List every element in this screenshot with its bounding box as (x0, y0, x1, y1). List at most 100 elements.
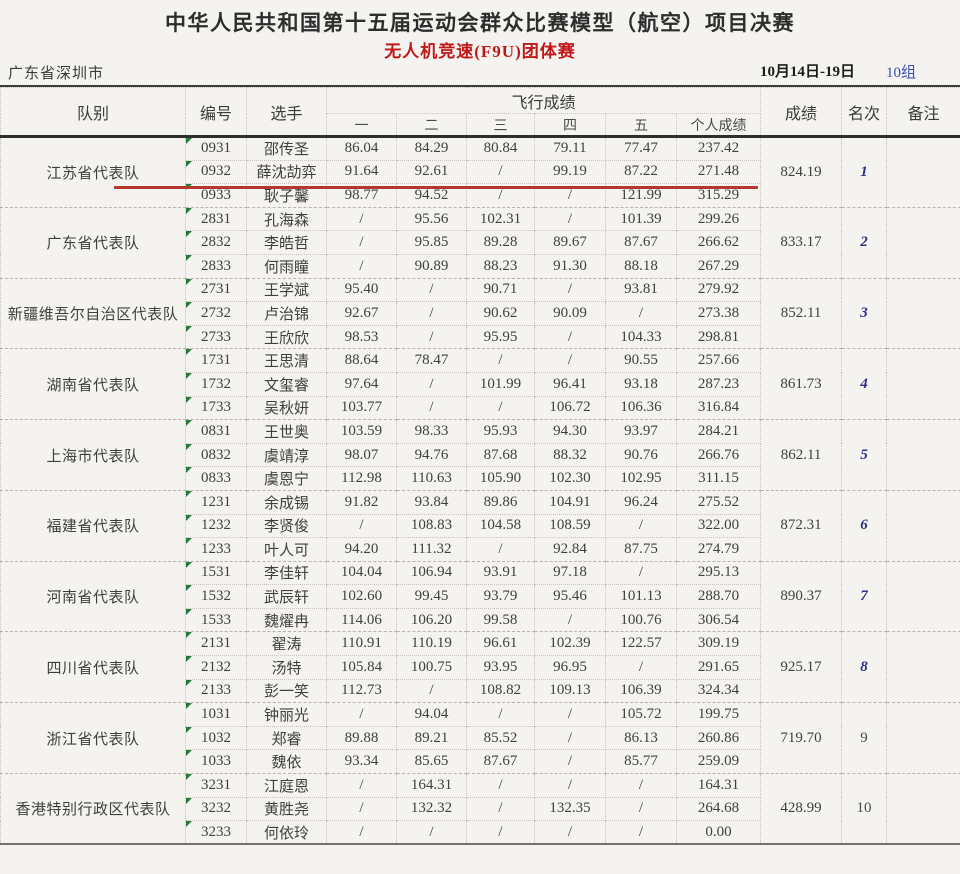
personal-total-cell: 164.31 (675, 773, 762, 798)
col-header-round-3: 三 (466, 113, 535, 137)
col-header-round-1: 一 (326, 113, 397, 137)
personal-total-cell: 259.09 (675, 749, 762, 775)
team-rank-cell: 6 (841, 489, 888, 562)
player-name-cell: 彭一笑 (246, 678, 327, 704)
round-5-cell: 101.13 (605, 584, 677, 609)
team-remark-cell (886, 206, 960, 279)
player-name-cell: 郑睿 (246, 725, 327, 751)
player-row: 上海市代表队 0831 王世奥 103.59 98.33 95.93 94.30 93.97 2… (0, 419, 960, 491)
round-2-cell: / (396, 395, 467, 421)
col-header-round-5: 五 (605, 113, 677, 137)
team-score-cell: 890.37 (760, 560, 843, 633)
player-row: 3233 何依玲 / / / //0.00 (1, 820, 960, 845)
player-name-cell: 薛沈劼弈 (246, 159, 327, 185)
team-name-cell: 江苏省代表队 (0, 136, 186, 208)
round-5-cell: 90.55 (605, 348, 677, 373)
team-score-cell: 833.17 (760, 206, 843, 279)
player-row: 1733 吴秋妍 103.77//106.72 106.36 316.84 (1, 395, 960, 421)
round-1-cell: 98.53 (326, 324, 397, 350)
round-4-cell: 96.95 (534, 655, 606, 680)
personal-total-cell: 237.42 (675, 136, 762, 161)
round-2-cell: / (396, 324, 467, 350)
round-1-cell: / (326, 230, 397, 255)
team-rank-cell: 5 (841, 419, 888, 491)
team-remark-cell (886, 419, 960, 491)
round-5-cell: / (605, 560, 677, 586)
player-row-highlighted: 0932 薛沈劼弈 91.64 92.61/99.19 87.22 271.48 (1, 159, 960, 185)
col-header-round-4: 四 (534, 113, 606, 137)
round-1-cell: / (326, 796, 397, 822)
round-1-cell: 92.67 (326, 301, 397, 326)
col-header-remark: 备注 (886, 87, 960, 137)
personal-total-cell: 295.13 (675, 560, 762, 586)
round-5-cell: 93.97 (605, 419, 677, 444)
round-4-cell: 109.13 (534, 678, 606, 704)
round-2-cell: 106.20 (396, 607, 467, 633)
col-header-rank: 名次 (841, 87, 888, 137)
round-4-cell: 99.19 (534, 159, 606, 185)
round-1-cell: 97.64 (326, 371, 397, 397)
player-number-cell: 1532 (185, 584, 247, 609)
round-3-cell: / (466, 348, 535, 373)
player-row: 香港特别行政区代表队 3231 江庭恩/164.31///164.31 428.99 1… (0, 773, 960, 845)
player-row: 1532 武辰轩 102.60 99.45 93.79 95.46 101.13 288.70 (1, 584, 960, 609)
personal-total-cell: 279.92 (675, 277, 762, 303)
player-row: 2733 王欣欣 98.53/95.95/104.33 298.81 (1, 324, 960, 350)
team-score-cell: 925.17 (760, 631, 843, 704)
round-1-cell: 95.40 (326, 277, 397, 303)
table-header: 队别 编号 选手 飞行成绩 成绩 名次 备注 一 二 三 四 五 个人成绩 (0, 87, 960, 137)
round-1-cell: / (326, 253, 397, 279)
round-1-cell: 88.64 (326, 348, 397, 373)
player-name-cell: 王学斌 (246, 277, 327, 303)
round-2-cell: / (396, 678, 467, 704)
round-4-cell: 97.18 (534, 560, 606, 586)
results-table: 队别 编号 选手 飞行成绩 成绩 名次 备注 一 二 三 四 五 个人成绩 江苏… (0, 87, 960, 845)
round-4-cell: / (534, 702, 606, 727)
player-row: 0833 虞恩宁 112.98 110.63 105.90 102.30 102.95 311… (1, 466, 960, 491)
round-1-cell: / (326, 773, 397, 798)
round-1-cell: 102.60 (326, 584, 397, 609)
round-4-cell: / (534, 773, 606, 798)
round-3-cell: / (466, 773, 535, 798)
round-1-cell: 104.04 (326, 560, 397, 586)
round-1-cell: 112.73 (326, 678, 397, 704)
round-4-cell: / (534, 348, 606, 373)
team-score-cell: 824.19 (760, 136, 843, 208)
round-5-cell: 122.57 (605, 631, 677, 657)
player-row: 湖南省代表队 1731 王思清 88.64 78.47//90.55 257.66 861.… (0, 348, 960, 421)
round-2-cell: / (396, 301, 467, 326)
team-name-cell: 河南省代表队 (0, 560, 186, 633)
round-3-cell: 90.71 (466, 277, 535, 303)
round-4-cell: / (534, 749, 606, 775)
col-header-flight-scores: 飞行成绩 (325, 87, 762, 114)
round-3-cell: 96.61 (466, 631, 535, 657)
personal-total-cell: 316.84 (675, 395, 762, 421)
team-rank-cell: 9 (841, 702, 888, 775)
round-1-cell: / (326, 702, 397, 727)
personal-total-cell: 284.21 (675, 419, 762, 444)
team-name-cell: 四川省代表队 (0, 631, 186, 704)
player-number-cell: 2733 (185, 324, 247, 350)
round-3-cell: / (466, 820, 535, 845)
round-5-cell: 93.18 (605, 371, 677, 397)
round-5-cell: 90.76 (605, 442, 677, 468)
player-name-cell: 邵传圣 (246, 136, 327, 161)
player-name-cell: 钟丽光 (246, 702, 327, 727)
round-1-cell: 91.64 (326, 159, 397, 185)
round-2-cell: / (396, 277, 467, 303)
round-1-cell: 103.59 (326, 419, 397, 444)
round-5-cell: 85.77 (605, 749, 677, 775)
round-2-cell: 110.19 (396, 631, 467, 657)
player-name-cell: 孔海森 (246, 206, 327, 232)
personal-total-cell: 299.26 (675, 206, 762, 232)
player-row: 1033 魏依 93.34 85.65 87.67/85.77 259.09 (1, 749, 960, 775)
col-header-team: 队别 (0, 87, 186, 137)
col-header-player: 选手 (246, 87, 327, 137)
player-name-cell: 何依玲 (246, 820, 327, 845)
round-2-cell: 84.29 (396, 136, 467, 161)
round-3-cell: 93.91 (466, 560, 535, 586)
player-row: 1533 魏燿冉 114.06 106.20 99.58/100.76 306.54 (1, 607, 960, 633)
round-3-cell: 95.93 (466, 419, 535, 444)
date-range-label: 10月14日-19日 (760, 64, 855, 80)
round-4-cell: / (534, 206, 606, 232)
